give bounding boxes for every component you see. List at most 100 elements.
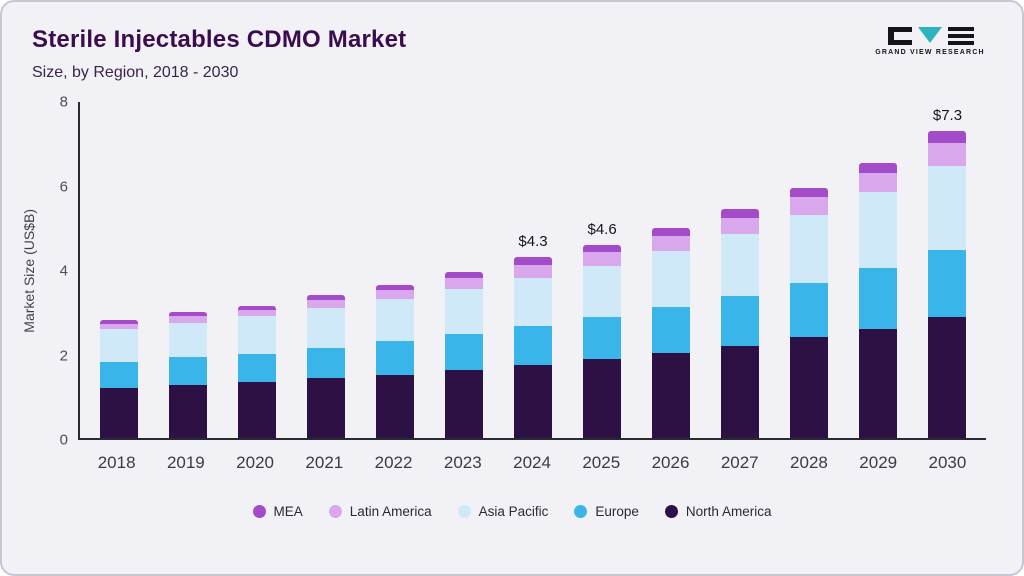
bar-group-2028	[775, 102, 844, 438]
bar-group-2024: $4.3	[498, 102, 567, 438]
legend: MEA Latin America Asia Pacific Europe North …	[2, 504, 1022, 519]
bar-segment-latin-america	[237, 309, 276, 316]
bar-segment-latin-america	[99, 323, 138, 329]
bar-segment-latin-america	[928, 142, 967, 166]
bar-segment-europe	[375, 341, 414, 375]
chart: Market Size (US$B) 0 2 4 6 8 $4.3 $4.6 $7.3 20…	[16, 94, 986, 486]
bar-stack	[237, 102, 276, 438]
bar-value-label: $4.6	[587, 220, 617, 238]
bar-segment-mea	[859, 162, 898, 174]
bar-segment-latin-america	[168, 316, 207, 323]
y-tick-label: 8	[59, 93, 68, 111]
bar-stack	[928, 102, 967, 438]
bar-segment-mea	[237, 305, 276, 310]
y-tick-label: 4	[59, 262, 68, 280]
bar-segment-north-america	[790, 337, 829, 438]
bar-segment-mea	[928, 131, 967, 143]
bar-segment-north-america	[583, 359, 622, 438]
legend-label: North America	[685, 504, 772, 519]
header: Sterile Injectables CDMO Market Size, by…	[2, 2, 1022, 82]
bar-group-2027	[706, 102, 775, 438]
plot-area: $4.3 $4.6 $7.3	[78, 102, 986, 440]
bar-stack	[99, 102, 138, 438]
bar-group-2026	[637, 102, 706, 438]
legend-swatch	[328, 505, 342, 518]
bar-segment-latin-america	[859, 173, 898, 193]
bar-stack	[168, 102, 207, 438]
bar-segment-europe	[790, 282, 829, 338]
bar-segment-latin-america	[583, 252, 622, 266]
bar-segment-north-america	[859, 328, 898, 438]
bar-segment-mea	[790, 188, 829, 198]
y-axis-title-cell: Market Size (US$B)	[16, 102, 42, 440]
bar-segment-asia-pacific	[375, 298, 414, 342]
legend-swatch	[664, 505, 678, 518]
x-axis-label: 2023	[443, 453, 482, 472]
brand-logo-text: GRAND VIEW RESEARCH	[875, 49, 985, 56]
bar-value-label: $4.3	[518, 233, 548, 251]
bar-stack	[306, 102, 345, 438]
bar-segment-mea	[99, 320, 138, 324]
bar-segment-asia-pacific	[859, 192, 898, 268]
bar-segment-asia-pacific	[444, 288, 483, 334]
y-axis: 0 2 4 6 8	[42, 94, 78, 449]
bar-group-2019	[153, 102, 222, 438]
bar-segment-europe	[652, 307, 691, 353]
x-axis-label: 2029	[859, 453, 898, 472]
bar-segment-north-america	[168, 384, 207, 438]
x-axis-label: 2020	[236, 453, 274, 472]
bar-group-2023	[429, 102, 498, 438]
bar-segment-asia-pacific	[99, 328, 138, 362]
bar-group-2018	[84, 102, 153, 438]
bar-stack	[444, 102, 483, 438]
legend-item-asia-pacific: Asia Pacific	[457, 504, 548, 519]
bar-segment-mea	[375, 284, 414, 291]
bar-group-2020	[222, 102, 291, 438]
legend-item-mea: MEA	[252, 504, 303, 519]
legend-swatch	[252, 505, 266, 518]
brand-logo-icon	[888, 27, 974, 45]
bar-stack	[790, 102, 829, 438]
legend-swatch	[574, 505, 588, 518]
bar-segment-north-america	[514, 364, 552, 438]
x-axis-label: 2028	[790, 453, 828, 472]
bar-group-2021	[291, 102, 360, 438]
bar-group-2030: $7.3	[913, 102, 982, 438]
bar-group-2025: $4.6	[568, 102, 637, 438]
bar-segment-latin-america	[514, 264, 552, 278]
bar-segment-europe	[306, 347, 345, 379]
legend-label: MEA	[273, 504, 303, 519]
legend-label: Latin America	[349, 504, 432, 519]
bar-segment-latin-america	[790, 197, 829, 216]
x-axis-label: 2018	[97, 453, 136, 472]
x-axis-label: 2027	[720, 453, 759, 472]
bar-segment-latin-america	[652, 235, 691, 251]
bar-segment-asia-pacific	[790, 215, 829, 283]
bar-segment-europe	[928, 249, 967, 318]
bar-segment-north-america	[928, 317, 967, 438]
bar-segment-europe	[444, 333, 483, 370]
bar-segment-north-america	[375, 375, 414, 438]
bar-segment-north-america	[721, 345, 760, 438]
bar-segment-latin-america	[375, 290, 414, 299]
y-tick-label: 6	[59, 178, 68, 195]
page-subtitle: Size, by Region, 2018 - 2030	[32, 64, 239, 81]
bar-segment-europe	[99, 361, 138, 388]
bar-segment-asia-pacific	[928, 165, 967, 250]
bar-segment-europe	[514, 325, 552, 365]
bar-segment-latin-america	[306, 300, 345, 308]
title-block: Sterile Injectables CDMO Market Size, by…	[32, 26, 406, 82]
bar-group-2022	[360, 102, 429, 438]
bar-segment-north-america	[237, 382, 276, 438]
bar-segment-mea	[306, 295, 345, 301]
bar-stack	[721, 102, 760, 438]
x-axis-label: 2026	[651, 453, 690, 472]
bar-segment-latin-america	[444, 278, 483, 289]
bar-segment-mea	[652, 228, 691, 236]
bar-segment-europe	[859, 267, 898, 329]
bar-segment-mea	[444, 272, 483, 279]
legend-swatch	[457, 505, 471, 518]
x-axis-label: 2025	[582, 453, 621, 472]
legend-item-europe: Europe	[574, 504, 639, 519]
